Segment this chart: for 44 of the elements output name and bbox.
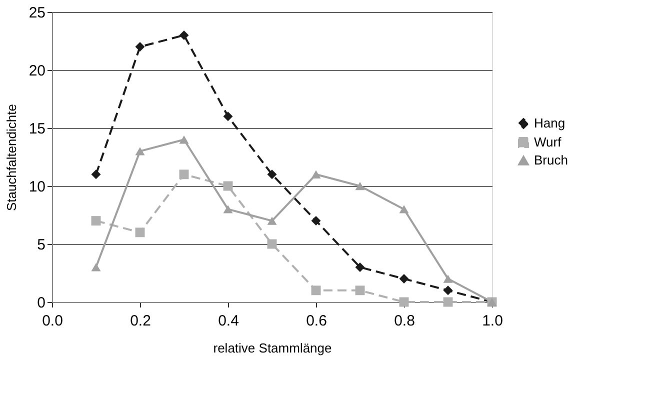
point bbox=[223, 181, 233, 191]
point bbox=[179, 135, 189, 144]
x-tick-label: 0.8 bbox=[394, 312, 415, 330]
point bbox=[443, 297, 453, 307]
point bbox=[311, 286, 321, 296]
point bbox=[311, 216, 321, 226]
y-axis-title: Stauchfaltendichte bbox=[4, 104, 19, 211]
point bbox=[399, 274, 409, 284]
x-tick-label: 0.6 bbox=[306, 312, 327, 330]
x-tick-label: 0.4 bbox=[218, 312, 239, 330]
point bbox=[355, 262, 365, 272]
x-tick-label: 1.0 bbox=[482, 312, 503, 330]
point bbox=[267, 239, 277, 249]
point bbox=[135, 228, 145, 238]
point bbox=[91, 263, 101, 272]
y-tick-label: 15 bbox=[28, 120, 46, 138]
point bbox=[135, 42, 145, 52]
point bbox=[311, 170, 321, 179]
x-tick-label: 0.2 bbox=[130, 312, 151, 330]
point bbox=[355, 286, 365, 296]
point bbox=[443, 286, 453, 296]
legend-label: Hang bbox=[534, 116, 566, 130]
y-tick-label: 20 bbox=[28, 62, 46, 80]
y-tick-label: 0 bbox=[37, 294, 46, 312]
y-tick-label: 10 bbox=[28, 178, 46, 196]
point bbox=[399, 205, 409, 214]
point bbox=[179, 30, 189, 40]
y-tick-label: 25 bbox=[28, 4, 46, 22]
point bbox=[267, 216, 277, 225]
legend-label: Bruch bbox=[534, 152, 568, 168]
x-axis-title: relative Stammlänge bbox=[213, 340, 332, 356]
point bbox=[267, 170, 277, 180]
legend-label: Wurf bbox=[534, 134, 562, 150]
point bbox=[135, 147, 145, 156]
point bbox=[179, 170, 189, 180]
y-tick-label: 5 bbox=[37, 236, 46, 254]
point bbox=[355, 182, 365, 190]
point bbox=[91, 216, 101, 226]
point bbox=[223, 205, 233, 214]
x-tick-label: 0.0 bbox=[42, 312, 63, 330]
point bbox=[91, 170, 101, 180]
point bbox=[399, 297, 409, 307]
point bbox=[443, 274, 453, 283]
point bbox=[223, 112, 233, 122]
